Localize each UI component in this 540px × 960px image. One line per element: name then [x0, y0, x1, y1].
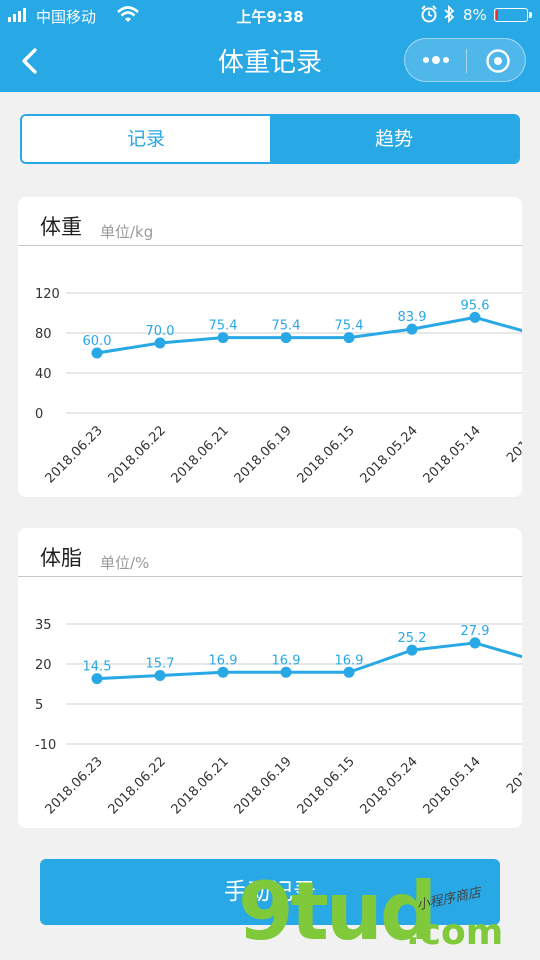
fat-data-label: 25.2: [398, 631, 427, 646]
bluetooth-icon: [442, 4, 456, 24]
manual-record-button[interactable]: 手动记录: [40, 859, 500, 925]
fat-xtick-label: 2018.05.14: [421, 754, 484, 817]
weight-data-point: [281, 332, 292, 343]
weight-data-label: 83.9: [398, 310, 427, 325]
fat-chart: -10 5 20 35 14.5 15.7 16.9 16.9 16.9 25.2 27.9 2018…: [18, 576, 522, 828]
weight-ytick-label: 80: [35, 327, 52, 342]
fat-ytick-label: -10: [35, 738, 56, 753]
weight-data-point: [92, 348, 103, 359]
fat-data-label: 27.9: [461, 624, 490, 639]
weight-xtick-label: 2018.06.19: [232, 423, 295, 486]
fat-ytick-label: 20: [35, 658, 52, 673]
weight-data-label: 75.4: [272, 319, 301, 334]
battery-percent: 8%: [463, 6, 487, 24]
fat-xtick-label: 2018.06.22: [106, 754, 169, 817]
battery-icon: [494, 8, 528, 22]
weight-data-point: [218, 332, 229, 343]
status-time: 上午9:38: [0, 6, 540, 27]
weight-ytick-label: 40: [35, 367, 52, 382]
fat-xtick-label: 2018.06.15: [295, 754, 358, 817]
weight-data-point: [155, 338, 166, 349]
weight-xtick-label: 2018.05.24: [358, 423, 421, 486]
weight-card-title: 体重: [40, 211, 82, 241]
fat-xtick-label: 2018.05.24: [358, 754, 421, 817]
fat-card-title: 体脂: [40, 542, 82, 572]
fat-data-label: 14.5: [83, 660, 112, 675]
weight-data-point: [407, 324, 418, 335]
fat-data-label: 15.7: [146, 656, 175, 671]
weight-xtick-label: 2018.06.21: [169, 423, 232, 486]
weight-xtick-label: 2018.06.22: [106, 423, 169, 486]
fat-xtick-label: 2018.06.19: [232, 754, 295, 817]
fat-data-point: [407, 645, 418, 656]
segmented-control: 记录 趋势: [20, 114, 520, 164]
fat-data-point: [344, 667, 355, 678]
weight-xtick-label: 2018.0: [504, 423, 522, 466]
weight-card: 体重 单位/kg 0 40 80 120 60.0 70.0 75.4 75.4 75.4 83.…: [18, 197, 522, 497]
weight-ytick-label: 120: [35, 287, 60, 302]
alarm-icon: [420, 4, 438, 24]
weight-data-label: 75.4: [335, 319, 364, 334]
tab-record[interactable]: 记录: [22, 116, 270, 162]
fat-data-point: [281, 667, 292, 678]
weight-data-point: [470, 312, 481, 323]
fat-card-unit: 单位/%: [100, 552, 149, 573]
mini-program-capsule: [404, 38, 526, 82]
nav-bar: 体重记录: [0, 30, 540, 92]
fat-data-point: [218, 667, 229, 678]
close-circle-icon[interactable]: [485, 48, 511, 74]
tab-trend[interactable]: 趋势: [270, 116, 518, 162]
more-dots-icon[interactable]: [419, 50, 453, 70]
weight-data-label: 75.4: [209, 319, 238, 334]
fat-card: 体脂 单位/% -10 5 20 35 14.5 15.7 16.9 16.9 16.9 25.2…: [18, 528, 522, 828]
weight-data-label: 60.0: [83, 334, 112, 349]
fat-data-point: [470, 637, 481, 648]
fat-xtick-label: 2018.0: [504, 754, 522, 797]
fat-ytick-label: 35: [35, 618, 52, 633]
weight-ytick-label: 0: [35, 407, 43, 422]
fat-data-label: 16.9: [209, 653, 238, 668]
weight-card-unit: 单位/kg: [100, 221, 153, 242]
fat-data-label: 16.9: [272, 653, 301, 668]
status-bar: 中国移动 上午9:38 8%: [0, 0, 540, 30]
fat-data-point: [92, 673, 103, 684]
weight-card-header: 体重 单位/kg: [18, 197, 522, 246]
fat-data-point: [155, 670, 166, 681]
weight-data-label: 95.6: [461, 298, 490, 313]
fat-card-header: 体脂 单位/%: [18, 528, 522, 577]
fat-xtick-label: 2018.06.21: [169, 754, 232, 817]
fat-data-label: 16.9: [335, 653, 364, 668]
weight-xtick-label: 2018.06.23: [43, 423, 106, 486]
fat-ytick-label: 5: [35, 698, 43, 713]
fat-xtick-label: 2018.06.23: [43, 754, 106, 817]
capsule-divider: [466, 49, 467, 73]
weight-data-label: 70.0: [146, 324, 175, 339]
weight-chart: 0 40 80 120 60.0 70.0 75.4 75.4 75.4 83.9 95.6 2018…: [18, 245, 522, 497]
weight-xtick-label: 2018.06.15: [295, 423, 358, 486]
weight-xtick-label: 2018.05.14: [421, 423, 484, 486]
weight-data-point: [344, 332, 355, 343]
